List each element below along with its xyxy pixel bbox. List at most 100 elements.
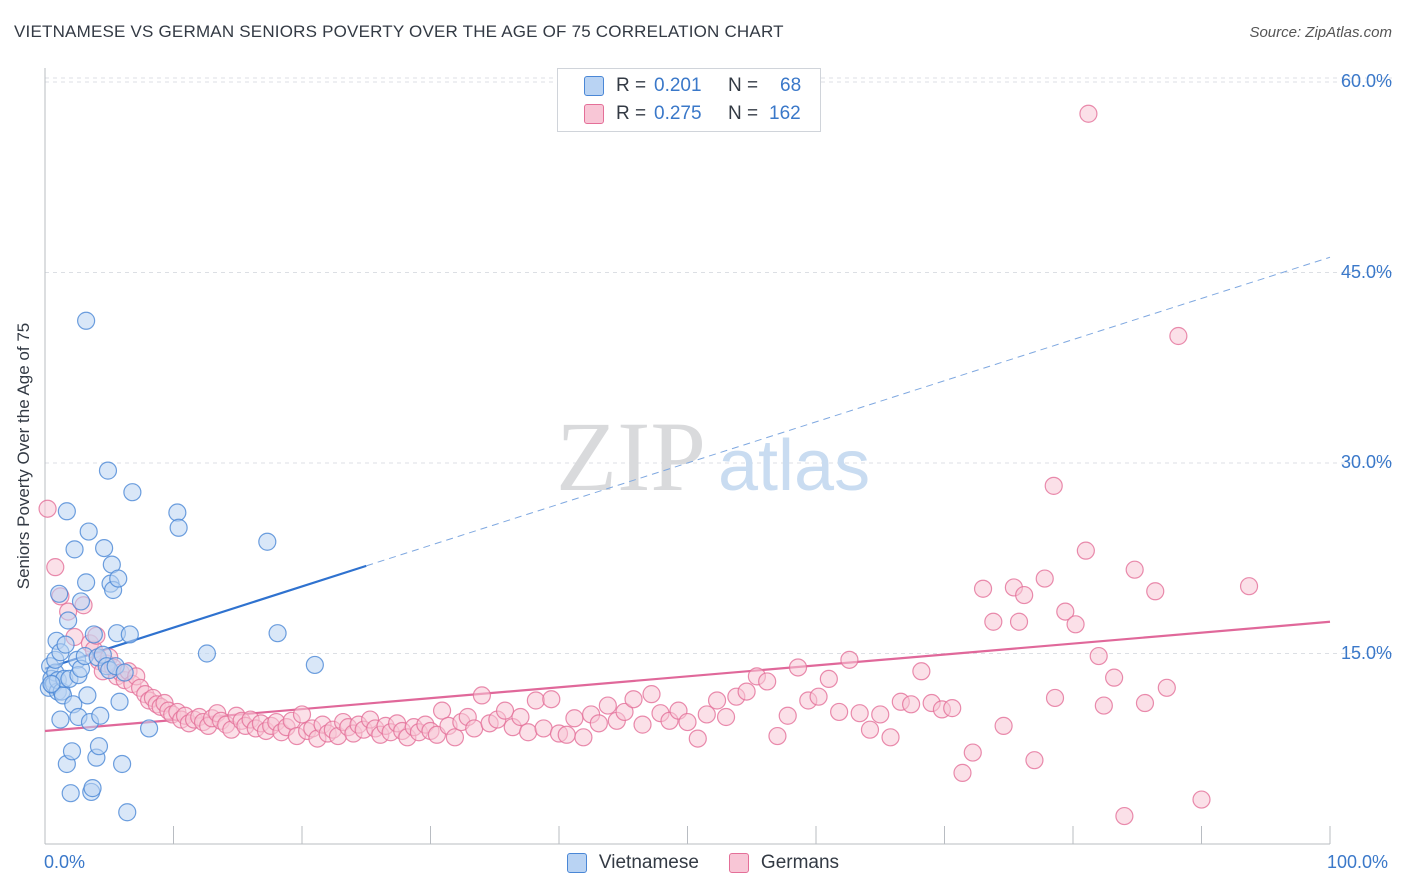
point-germans (1056, 602, 1075, 621)
point-vietnamese (268, 624, 287, 643)
watermark-atlas: atlas (718, 426, 870, 506)
point-vietnamese (84, 625, 103, 644)
legend-r-value: 0.201 (654, 75, 702, 96)
legend-n-value: 68 (780, 75, 802, 96)
legend-r-label: R = (616, 75, 647, 96)
point-germans (973, 579, 993, 598)
point-germans (624, 690, 643, 709)
point-germans (1169, 326, 1188, 346)
point-germans (589, 714, 608, 733)
point-germans (1105, 668, 1124, 687)
watermark: ZIP atlas (556, 401, 870, 512)
y-tick-label: 60.0% (1340, 71, 1392, 91)
point-vietnamese (77, 573, 96, 592)
point-germans (819, 669, 838, 689)
point-vietnamese (61, 784, 80, 803)
point-vietnamese (98, 461, 118, 480)
legend-r-label: R = (616, 103, 647, 124)
legend-item-germans[interactable]: Germans (728, 852, 839, 874)
point-vietnamese (79, 522, 98, 541)
point-germans (615, 702, 634, 722)
point-germans (1066, 615, 1085, 634)
point-germans (1045, 688, 1065, 708)
point-germans (809, 687, 828, 706)
point-vietnamese (305, 655, 324, 675)
data-points (38, 104, 1259, 826)
point-vietnamese (77, 311, 96, 330)
y-tick-label: 30.0% (1340, 452, 1392, 472)
point-germans (1035, 569, 1054, 588)
point-vietnamese (169, 518, 188, 537)
legend-n-value: 162 (769, 103, 801, 124)
point-vietnamese (57, 502, 76, 521)
source-credit: Source: ZipAtlas.com (1249, 24, 1392, 41)
point-germans (994, 716, 1013, 735)
point-germans (912, 662, 931, 681)
point-germans (1115, 806, 1134, 826)
point-germans (850, 704, 869, 723)
point-germans (1015, 585, 1034, 605)
point-germans (432, 701, 452, 720)
x-tick-label-max: 100.0% (1327, 852, 1389, 872)
point-germans (445, 728, 465, 747)
point-germans (574, 728, 593, 747)
point-germans (840, 650, 859, 669)
point-germans (1076, 541, 1095, 560)
point-germans (1094, 696, 1113, 715)
legend-r-value: 0.275 (654, 103, 702, 124)
point-germans (1157, 678, 1176, 697)
point-germans (598, 696, 617, 715)
point-vietnamese (115, 663, 134, 682)
point-germans (1135, 693, 1155, 713)
point-vietnamese (197, 644, 217, 663)
point-germans (1009, 612, 1029, 631)
y-tick-label: 15.0% (1340, 642, 1392, 663)
point-germans (633, 715, 652, 734)
point-germans (1146, 582, 1165, 601)
point-vietnamese (95, 538, 114, 558)
point-germans (519, 723, 538, 742)
legend-swatch-germans (728, 853, 749, 873)
point-germans (46, 558, 65, 577)
series-legend: Vietnamese Germans (0, 852, 1406, 874)
point-germans (511, 707, 530, 727)
legend-item-vietnamese[interactable]: Vietnamese (566, 852, 699, 874)
point-germans (495, 701, 515, 720)
point-germans (1192, 790, 1211, 809)
legend-label-vietnamese: Vietnamese (598, 852, 699, 873)
point-germans (1089, 646, 1108, 666)
point-germans (707, 691, 727, 710)
point-vietnamese (62, 742, 82, 761)
legend-swatch-vietnamese (566, 853, 587, 873)
point-vietnamese (65, 540, 84, 559)
point-germans (984, 612, 1003, 631)
point-germans (943, 699, 962, 718)
point-germans (737, 682, 756, 701)
legend-swatch-vietnamese (584, 76, 604, 96)
chart-title: VIETNAMESE VS GERMAN SENIORS POVERTY OVE… (14, 22, 784, 41)
legend-row-germans: R = 0.275 N = 162 (584, 102, 801, 126)
point-germans (688, 729, 707, 748)
point-germans (881, 728, 900, 747)
legend-row-vietnamese: R = 0.201 N = 68 (584, 74, 801, 98)
point-germans (758, 672, 777, 691)
point-germans (788, 658, 808, 677)
point-germans (642, 685, 661, 704)
point-vietnamese (83, 779, 102, 798)
point-germans (697, 705, 716, 724)
trend-line-extension (366, 256, 1331, 567)
point-germans (953, 763, 972, 782)
point-vietnamese (120, 625, 139, 644)
point-germans (901, 695, 921, 714)
point-germans (678, 712, 697, 732)
point-germans (1044, 476, 1063, 495)
watermark-zip: ZIP (556, 401, 706, 512)
point-vietnamese (50, 584, 69, 603)
point-germans (38, 499, 57, 518)
legend-swatch-germans (584, 104, 604, 124)
point-germans (542, 690, 561, 709)
point-germans (1025, 751, 1044, 770)
point-germans (557, 725, 576, 744)
point-germans (465, 719, 484, 738)
point-germans (1125, 560, 1144, 579)
